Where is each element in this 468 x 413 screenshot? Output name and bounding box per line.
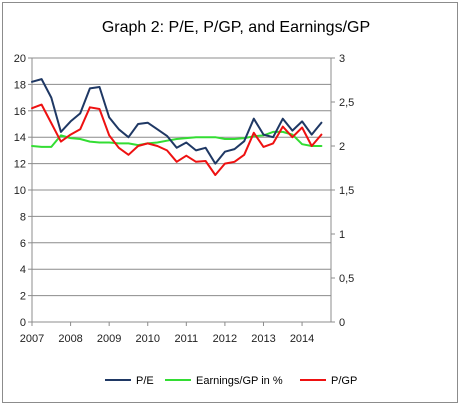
left-tick-label: 12 [14,159,26,171]
legend: P/E Earnings/GP in % P/GP [105,375,357,387]
left-tick-label: 0 [20,317,26,329]
left-axis-ticks: 0 2 4 6 8 10 12 14 16 18 20 [14,53,32,329]
right-tick-label: 1 [339,229,345,241]
left-tick-label: 16 [14,106,26,118]
x-axis-ticks: 2007 2008 2009 2010 2011 2012 2013 2014 [20,322,314,345]
x-tick-label: 2008 [58,333,82,345]
chart-title: Graph 2: P/E, P/GP, and Earnings/GP [102,19,370,36]
x-tick-label: 2012 [213,333,237,345]
legend-label: P/E [136,375,154,387]
x-tick-label: 2013 [251,333,275,345]
left-tick-label: 2 [20,291,26,303]
series-line-1 [31,130,323,148]
right-tick-label: 2 [339,141,345,153]
chart-frame [2,2,458,403]
left-tick-label: 14 [14,132,26,144]
left-tick-label: 10 [14,185,26,197]
left-tick-label: 8 [20,211,26,223]
x-tick-label: 2007 [20,333,44,345]
x-tick-label: 2014 [290,333,314,345]
legend-label: P/GP [331,375,357,387]
right-tick-label: 1,5 [339,185,354,197]
right-axis-ticks: 0 0,5 1 1,5 2 2,5 3 [331,53,354,329]
right-tick-label: 2,5 [339,97,354,109]
x-tick-label: 2009 [97,333,121,345]
x-tick-label: 2011 [174,333,198,345]
left-tick-label: 6 [20,238,26,250]
series-line-2 [31,103,323,176]
left-tick-label: 20 [14,53,26,65]
legend-label: Earnings/GP in % [196,375,283,387]
right-tick-label: 0,5 [339,273,354,285]
left-tick-label: 4 [20,264,26,276]
right-tick-label: 0 [339,317,345,329]
series-line-0 [31,78,323,165]
grid-lines [32,57,331,297]
series-lines [31,78,323,176]
right-tick-label: 3 [339,53,345,65]
left-tick-label: 18 [14,79,26,91]
x-tick-label: 2010 [135,333,159,345]
